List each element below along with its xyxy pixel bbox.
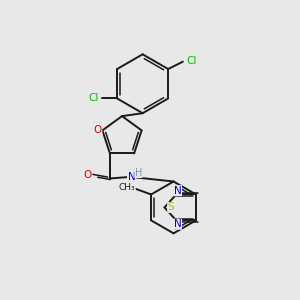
- Text: N: N: [174, 186, 182, 196]
- Text: CH₃: CH₃: [119, 183, 135, 192]
- Text: N: N: [128, 172, 135, 182]
- Text: S: S: [168, 202, 174, 212]
- Text: Cl: Cl: [186, 56, 196, 66]
- Text: O: O: [94, 125, 102, 135]
- Text: Cl: Cl: [88, 93, 99, 103]
- Text: N: N: [174, 219, 182, 229]
- Text: H: H: [135, 168, 142, 178]
- Text: O: O: [84, 170, 92, 180]
